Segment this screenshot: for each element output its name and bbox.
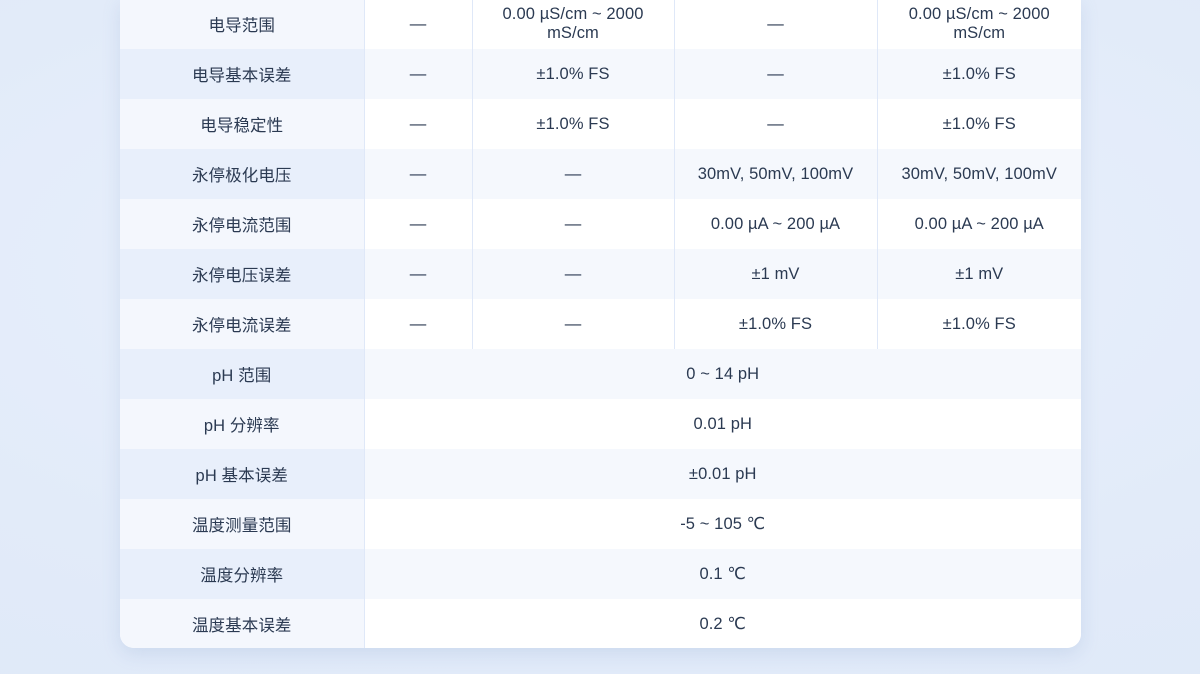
spec-value-col-2: 0.00 µS/cm ~ 2000 mS/cm bbox=[472, 0, 675, 49]
specification-table-body: 电导范围 —0.00 µS/cm ~ 2000 mS/cm —0.00 µS/cm … bbox=[120, 0, 1081, 648]
spec-value-col-2: — bbox=[472, 149, 675, 199]
spec-value-col-3: 0.00 µA ~ 200 µA bbox=[674, 199, 878, 249]
spec-value-col-4: 0.00 µA ~ 200 µA bbox=[877, 199, 1081, 249]
spec-label: 温度测量范围 bbox=[120, 499, 365, 549]
spec-value-col-1: — bbox=[364, 249, 473, 299]
table-row: 电导稳定性 — ±1.0% FS — ±1.0% FS bbox=[120, 99, 1081, 149]
spec-value-col-3: 30mV, 50mV, 100mV bbox=[674, 149, 878, 199]
spec-value-col-3: — bbox=[674, 49, 878, 99]
spec-label: 永停电流误差 bbox=[120, 299, 365, 349]
table-row: pH 基本误差 ±0.01 pH bbox=[120, 449, 1081, 499]
spec-label: 永停电压误差 bbox=[120, 249, 365, 299]
table-row: 电导范围 —0.00 µS/cm ~ 2000 mS/cm —0.00 µS/cm … bbox=[120, 0, 1081, 49]
spec-value-col-3: ±1 mV bbox=[674, 249, 878, 299]
table-row: 永停电流误差 — — ±1.0% FS ±1.0% FS bbox=[120, 299, 1081, 349]
spec-value-col-2: ±1.0% FS bbox=[472, 99, 675, 149]
spec-label: 永停极化电压 bbox=[120, 149, 365, 199]
spec-value-merged: ±0.01 pH bbox=[364, 449, 1081, 499]
spec-value-col-4: ±1.0% FS bbox=[877, 299, 1081, 349]
spec-value-col-4: ±1.0% FS bbox=[877, 99, 1081, 149]
spec-value-col-2: — bbox=[472, 299, 675, 349]
spec-value-col-1: — bbox=[364, 199, 473, 249]
spec-label: pH 范围 bbox=[120, 349, 365, 399]
spec-label: 电导稳定性 bbox=[120, 99, 365, 149]
spec-value-col-4: ±1 mV bbox=[877, 249, 1081, 299]
spec-label: pH 基本误差 bbox=[120, 449, 365, 499]
spec-value-merged: 0.2 ℃ bbox=[364, 599, 1081, 648]
spec-value-col-1: — bbox=[364, 99, 473, 149]
spec-label: 电导范围 bbox=[120, 0, 365, 49]
table-row: 温度基本误差 0.2 ℃ bbox=[120, 599, 1081, 648]
spec-label: 温度基本误差 bbox=[120, 599, 365, 648]
table-row: pH 分辨率 0.01 pH bbox=[120, 399, 1081, 449]
spec-value-col-3: — bbox=[674, 99, 878, 149]
table-row: 永停电流范围 — —0.00 µA ~ 200 µA 0.00 µA ~ 200 µA bbox=[120, 199, 1081, 249]
spec-value-col-1: — bbox=[364, 49, 473, 99]
spec-value-col-4: ±1.0% FS bbox=[877, 49, 1081, 99]
spec-value-col-3: — bbox=[674, 0, 878, 49]
spec-value-col-1: — bbox=[364, 149, 473, 199]
spec-label: pH 分辨率 bbox=[120, 399, 365, 449]
spec-label: 永停电流范围 bbox=[120, 199, 365, 249]
table-row: 永停电压误差 — — ±1 mV ±1 mV bbox=[120, 249, 1081, 299]
spec-value-col-4: 30mV, 50mV, 100mV bbox=[877, 149, 1081, 199]
spec-value-merged: 0.01 pH bbox=[364, 399, 1081, 449]
spec-value-col-3: ±1.0% FS bbox=[674, 299, 878, 349]
spec-value-col-1: — bbox=[364, 0, 473, 49]
table-row: 温度测量范围 -5 ~ 105 ℃ bbox=[120, 499, 1081, 549]
specification-panel: 电导范围 —0.00 µS/cm ~ 2000 mS/cm —0.00 µS/cm … bbox=[120, 0, 1081, 648]
spec-value-col-1: — bbox=[364, 299, 473, 349]
spec-value-merged: 0 ~ 14 pH bbox=[364, 349, 1081, 399]
table-row: 温度分辨率 0.1 ℃ bbox=[120, 549, 1081, 599]
spec-value-merged: -5 ~ 105 ℃ bbox=[364, 499, 1081, 549]
spec-value-col-2: — bbox=[472, 199, 675, 249]
spec-label: 电导基本误差 bbox=[120, 49, 365, 99]
spec-label: 温度分辨率 bbox=[120, 549, 365, 599]
spec-value-col-2: ±1.0% FS bbox=[472, 49, 675, 99]
spec-value-merged: 0.1 ℃ bbox=[364, 549, 1081, 599]
spec-value-col-4: 0.00 µS/cm ~ 2000 mS/cm bbox=[877, 0, 1081, 49]
table-row: 永停极化电压 — —30mV, 50mV, 100mV 30mV, 50mV, 100… bbox=[120, 149, 1081, 199]
table-row: pH 范围 0 ~ 14 pH bbox=[120, 349, 1081, 399]
table-row: 电导基本误差 — ±1.0% FS — ±1.0% FS bbox=[120, 49, 1081, 99]
spec-value-col-2: — bbox=[472, 249, 675, 299]
specification-table: 电导范围 —0.00 µS/cm ~ 2000 mS/cm —0.00 µS/cm … bbox=[120, 0, 1081, 648]
